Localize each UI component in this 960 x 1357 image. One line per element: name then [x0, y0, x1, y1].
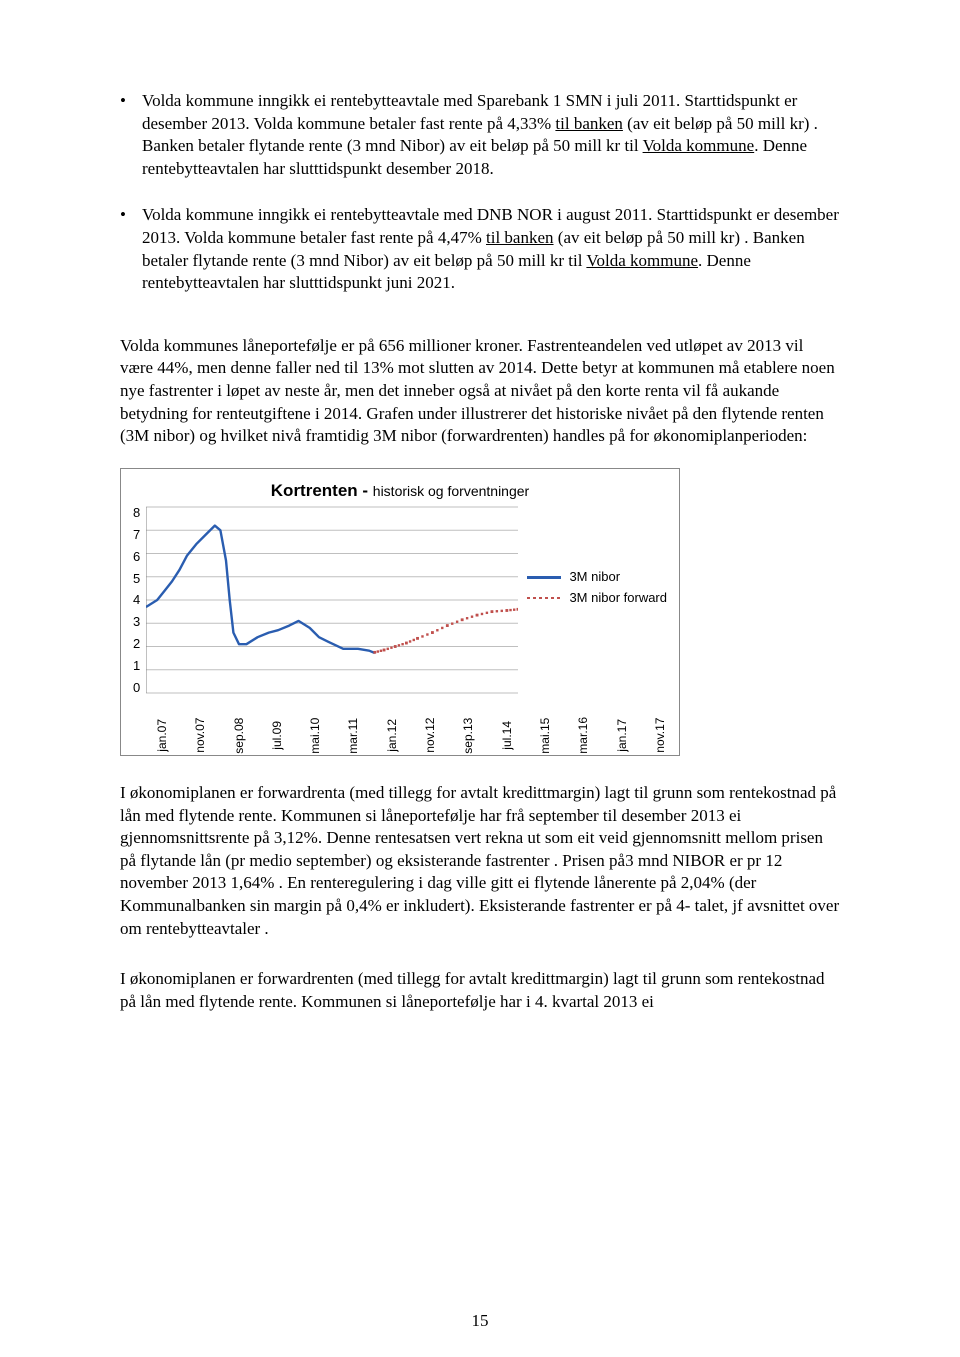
y-tick: 8 — [133, 505, 140, 520]
text-underlined: Volda kommune — [586, 251, 698, 270]
y-tick: 6 — [133, 549, 140, 564]
x-tick: jan.12 — [385, 717, 399, 754]
y-tick: 0 — [133, 680, 140, 695]
chart-title-bold: Kortrenten - — [271, 481, 373, 500]
paragraph: Volda kommunes låneportefølje er på 656 … — [120, 335, 840, 448]
bullet-item: Volda kommune inngikk ei rentebytteavtal… — [142, 90, 840, 180]
page-number: 15 — [0, 1311, 960, 1331]
chart-legend: 3M nibor 3M nibor forward — [527, 567, 667, 609]
legend-swatch-dots — [527, 597, 561, 599]
y-tick: 3 — [133, 614, 140, 629]
x-tick: mai.10 — [308, 717, 322, 754]
x-tick: nov.17 — [653, 717, 667, 754]
chart-svg — [146, 503, 518, 697]
text-underlined: til banken — [486, 228, 554, 247]
x-tick: sep.13 — [461, 717, 475, 754]
chart-area: 8 7 6 5 4 3 2 1 0 3M nibor 3M nibor forward — [133, 503, 667, 713]
legend-item: 3M nibor forward — [527, 588, 667, 609]
x-tick: nov.12 — [423, 717, 437, 754]
legend-item: 3M nibor — [527, 567, 667, 588]
paragraph: I økonomiplanen er forwardrenta (med til… — [120, 782, 840, 940]
y-tick: 1 — [133, 658, 140, 673]
chart-title: Kortrenten - historisk og forventninger — [133, 481, 667, 501]
text-underlined: til banken — [555, 114, 623, 133]
x-tick: nov.07 — [193, 717, 207, 754]
legend-label: 3M nibor forward — [569, 588, 667, 609]
y-tick: 4 — [133, 592, 140, 607]
x-tick: jan.17 — [615, 717, 629, 754]
x-tick: jul.09 — [270, 717, 284, 754]
legend-label: 3M nibor — [569, 567, 620, 588]
chart-title-sub: historisk og forventninger — [373, 483, 529, 499]
x-tick: sep.08 — [232, 717, 246, 754]
y-tick: 2 — [133, 636, 140, 651]
x-tick: mar.16 — [576, 717, 590, 754]
y-tick: 5 — [133, 571, 140, 586]
x-tick: mai.15 — [538, 717, 552, 754]
y-axis: 8 7 6 5 4 3 2 1 0 — [133, 505, 146, 695]
y-tick: 7 — [133, 527, 140, 542]
bullet-list: Volda kommune inngikk ei rentebytteavtal… — [120, 90, 840, 295]
x-tick: mar.11 — [346, 717, 360, 754]
paragraph: I økonomiplanen er forwardrenten (med ti… — [120, 968, 840, 1013]
legend-swatch-line — [527, 576, 561, 579]
x-axis: jan.07 nov.07 sep.08 jul.09 mai.10 mar.11 jan.… — [133, 717, 667, 754]
bullet-item: Volda kommune inngikk ei rentebytteavtal… — [142, 204, 840, 294]
document-page: Volda kommune inngikk ei rentebytteavtal… — [0, 0, 960, 1357]
text-underlined: Volda kommune — [643, 136, 755, 155]
x-tick: jan.07 — [155, 717, 169, 754]
chart-kortrenten: Kortrenten - historisk og forventninger … — [120, 468, 680, 756]
x-tick: jul.14 — [500, 717, 514, 754]
